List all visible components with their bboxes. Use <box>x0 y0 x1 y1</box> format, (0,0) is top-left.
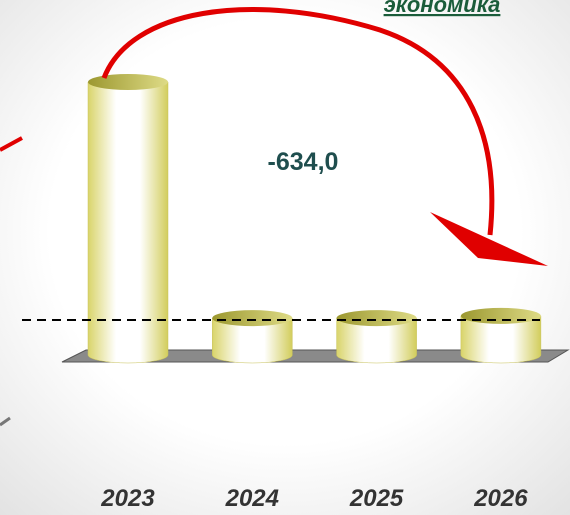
bar <box>87 74 169 364</box>
bar-top <box>88 74 168 90</box>
chart-title: экономика <box>384 0 501 17</box>
bar-top <box>212 310 293 327</box>
bar-body <box>460 315 542 364</box>
bar-top <box>336 310 417 327</box>
bar-top <box>460 307 541 324</box>
x-tick-label: 2026 <box>473 485 528 512</box>
bar <box>212 310 293 364</box>
arrow <box>101 7 495 236</box>
annotation: -634,0 <box>268 148 339 176</box>
bar-body <box>336 317 417 364</box>
x-tick-label: 2024 <box>225 485 279 512</box>
arrow-fragment <box>0 136 23 152</box>
x-tick-label: 2023 <box>100 485 155 512</box>
bar <box>460 307 542 364</box>
bar-body <box>212 317 293 364</box>
x-tick-label: 2025 <box>349 485 404 512</box>
bar-body <box>87 81 169 364</box>
bar <box>336 310 417 364</box>
line-fragment <box>0 416 11 427</box>
arrow-head <box>430 212 548 266</box>
